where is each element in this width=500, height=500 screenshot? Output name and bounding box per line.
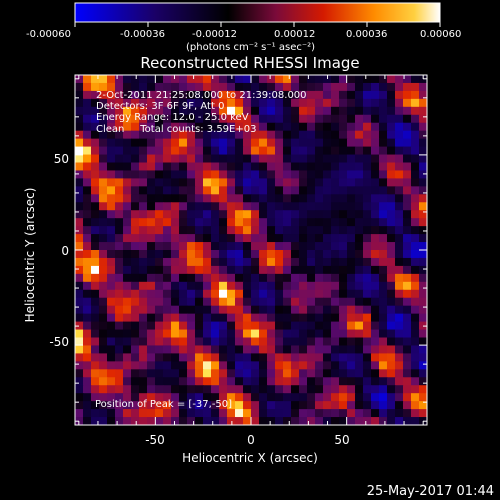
colorbar-tick-label: 0.00036 bbox=[346, 29, 387, 40]
annotation-clean-counts: Clean Total counts: 3.59E+03 bbox=[96, 124, 256, 135]
chart-title: Reconstructed RHESSI Image bbox=[140, 54, 359, 72]
y-tick-label: -50 bbox=[49, 335, 69, 349]
x-tick-label: 0 bbox=[247, 433, 255, 447]
colorbar-tick-label: -0.00036 bbox=[120, 29, 165, 40]
heatmap-image bbox=[75, 75, 427, 425]
annotation-detectors: Detectors: 3F 6F 9F, Att 0 bbox=[96, 101, 224, 112]
y-tick-label: 0 bbox=[61, 244, 69, 258]
annotation-peak-position: Position of Peak = [-37,-50] bbox=[95, 399, 232, 410]
x-tick-label: -50 bbox=[145, 433, 165, 447]
colorbar bbox=[74, 2, 441, 23]
x-tick-label: 50 bbox=[334, 433, 349, 447]
y-axis-title: Heliocentric Y (arcsec) bbox=[23, 188, 37, 323]
x-axis-title: Heliocentric X (arcsec) bbox=[182, 451, 318, 465]
colorbar-tick-label: -0.00012 bbox=[192, 29, 237, 40]
colorbar-tick-label: 0.00060 bbox=[420, 29, 461, 40]
axis-ticks bbox=[75, 75, 427, 425]
annotation-energy-range: Energy Range: 12.0 - 25.0 keV bbox=[96, 112, 249, 123]
colorbar-tick-label: -0.00060 bbox=[26, 29, 71, 40]
annotation-time-range: 2-Oct-2011 21:25:08.000 to 21:39:08.000 bbox=[96, 90, 307, 101]
colorbar-unit-label: (photons cm⁻² s⁻¹ asec⁻²) bbox=[186, 42, 315, 53]
colorbar-tick-label: 0.00012 bbox=[274, 29, 315, 40]
colorbar-ticks bbox=[74, 22, 441, 27]
footer-timestamp: 25-May-2017 01:44 bbox=[367, 484, 494, 499]
y-tick-label: 50 bbox=[54, 152, 69, 166]
